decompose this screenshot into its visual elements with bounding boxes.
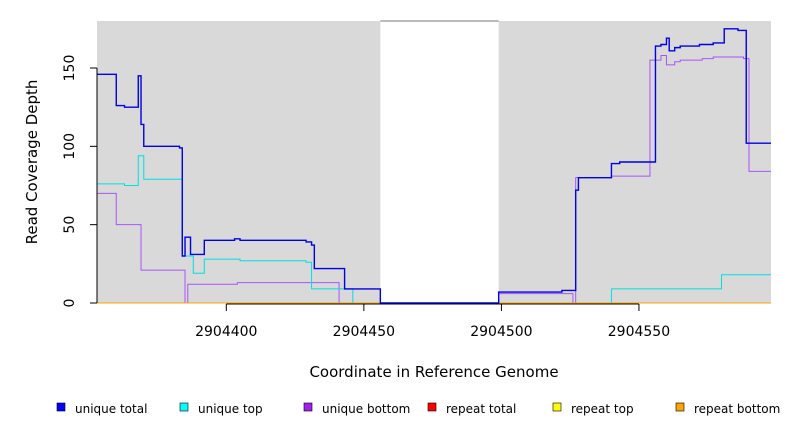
legend-label: unique bottom <box>322 402 410 416</box>
series-layer <box>97 28 771 304</box>
legend-swatch <box>427 402 437 412</box>
legend-label: repeat total <box>446 402 516 416</box>
legend-label: repeat top <box>571 402 634 416</box>
y-axis-title: Read Coverage Depth <box>23 80 41 245</box>
y-tick-label: 150 <box>62 55 78 82</box>
gap-region <box>380 21 499 303</box>
legend-swatch <box>303 402 313 412</box>
y-tick-label: 50 <box>62 216 78 234</box>
legend-label: unique total <box>75 402 147 416</box>
y-tick-label: 0 <box>62 299 78 308</box>
y-tick-label: 100 <box>62 133 78 160</box>
legend-swatch <box>552 402 562 412</box>
legend-label: unique top <box>198 402 263 416</box>
legend-swatch <box>179 402 189 412</box>
legend-swatch <box>56 402 66 412</box>
plot-area <box>97 20 771 303</box>
legend-swatch <box>675 402 685 412</box>
x-tick-label: 2904400 <box>195 324 257 340</box>
legend-label: repeat bottom <box>694 402 780 416</box>
x-axis-title: Coordinate in Reference Genome <box>309 363 558 381</box>
x-tick-label: 2904550 <box>608 324 670 340</box>
x-tick-label: 2904500 <box>470 324 532 340</box>
x-tick-label: 2904450 <box>333 324 395 340</box>
series-unique-total <box>97 28 771 304</box>
legend: unique total unique top unique bottom repea… <box>56 402 780 416</box>
axes: 0 50 100 150 2904400 2904450 2904500 2904550 <box>62 55 670 340</box>
